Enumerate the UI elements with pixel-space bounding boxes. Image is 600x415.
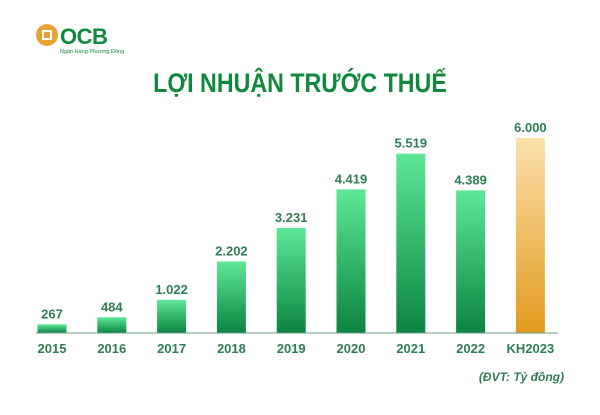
x-tick-label: KH2023 — [507, 341, 555, 356]
chart-title: LỢI NHUẬN TRƯỚC THUẾ — [153, 68, 447, 98]
bar-2018 — [216, 261, 246, 333]
data-label: 5.519 — [395, 136, 428, 151]
data-label: 2.202 — [215, 243, 248, 258]
data-label: 484 — [101, 299, 123, 314]
unit-note: (ĐVT: Tỷ đồng) — [478, 370, 564, 384]
bar-KH2023 — [515, 138, 545, 333]
data-label: 1.022 — [155, 282, 188, 297]
x-tick-label: 2018 — [217, 341, 246, 356]
x-tick-label: 2022 — [456, 341, 485, 356]
data-label: 6.000 — [514, 120, 547, 135]
data-label: 4.419 — [335, 171, 368, 186]
bar-2015 — [37, 324, 67, 333]
data-label: 267 — [41, 306, 63, 321]
bar-2017 — [157, 299, 187, 333]
x-tick-label: 2015 — [38, 341, 67, 356]
x-tick-label: 2019 — [277, 341, 306, 356]
bar-2021 — [396, 153, 426, 333]
logo-tagline: Ngân Hàng Phương Đông — [60, 49, 125, 55]
data-label: 4.389 — [454, 172, 487, 187]
x-tick-label: 2017 — [157, 341, 186, 356]
ocb-logo-icon — [36, 24, 58, 46]
bar-2019 — [276, 227, 306, 333]
bar-2022 — [456, 190, 486, 333]
x-tick-label: 2021 — [396, 341, 425, 356]
bar-2016 — [97, 317, 127, 333]
bar-2020 — [336, 189, 366, 333]
logo-name: OCB — [60, 24, 108, 49]
x-tick-label: 2020 — [337, 341, 366, 356]
x-tick-label: 2016 — [97, 341, 126, 356]
data-label: 3.231 — [275, 210, 308, 225]
